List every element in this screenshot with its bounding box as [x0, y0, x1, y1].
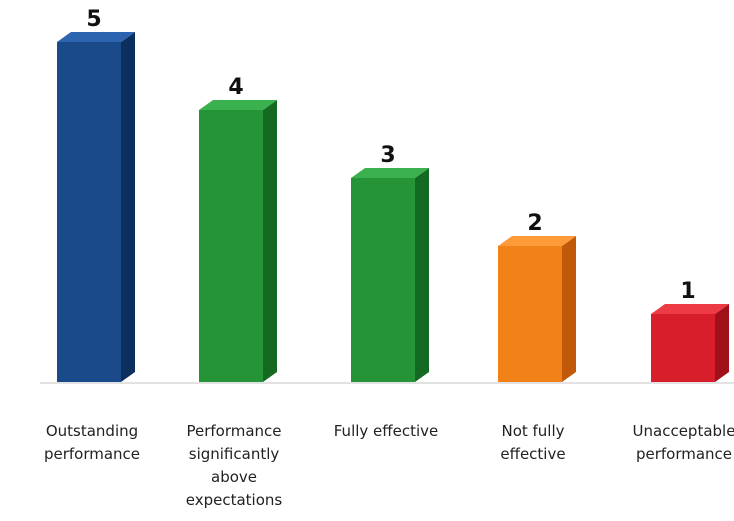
category-label-line: Unacceptable — [633, 422, 734, 440]
category-label: Not fully effective — [500, 422, 565, 463]
bar-front-face — [57, 42, 121, 382]
bar-front-face — [199, 110, 263, 382]
category-label: Fully effective — [334, 422, 439, 440]
bar-side-face — [562, 236, 576, 382]
data-label: 4 — [228, 75, 243, 100]
category-label: Unacceptable performance — [633, 422, 734, 463]
bar-top-face — [651, 304, 729, 314]
bar-3 — [351, 168, 429, 382]
category-label-line: expectations — [186, 491, 283, 509]
value-labels-group: 5 4 3 2 1 — [86, 7, 695, 304]
bar-top-face — [498, 236, 576, 246]
category-label: Outstanding performance — [44, 422, 140, 463]
category-label-line: performance — [636, 445, 732, 463]
bar-side-face — [415, 168, 429, 382]
bar-top-face — [57, 32, 135, 42]
data-label: 2 — [527, 211, 542, 236]
category-label-line: performance — [44, 445, 140, 463]
category-label-line: significantly — [189, 445, 280, 463]
bar-side-face — [263, 100, 277, 382]
bar-1 — [57, 32, 135, 382]
category-label-line: above — [211, 468, 257, 486]
category-label-line: Outstanding — [46, 422, 138, 440]
bar-front-face — [351, 178, 415, 382]
category-label: Performance significantly above expectation… — [186, 422, 283, 509]
category-label-line: Performance — [186, 422, 281, 440]
bars-group — [40, 32, 734, 384]
data-label: 5 — [86, 7, 101, 32]
data-label: 3 — [380, 143, 395, 168]
category-label-line: effective — [500, 445, 565, 463]
bar-4 — [498, 236, 576, 382]
category-label-line: Fully effective — [334, 422, 439, 440]
category-labels-group: Outstanding performance Performance signifi… — [44, 422, 734, 509]
bar-front-face — [498, 246, 562, 382]
data-label: 1 — [680, 279, 695, 304]
bar-side-face — [715, 304, 729, 382]
bar-5 — [651, 304, 729, 382]
category-label-line: Not fully — [501, 422, 564, 440]
bar-top-face — [199, 100, 277, 110]
bar-2 — [199, 100, 277, 382]
bar-side-face — [121, 32, 135, 382]
bar-front-face — [651, 314, 715, 382]
bar-top-face — [351, 168, 429, 178]
